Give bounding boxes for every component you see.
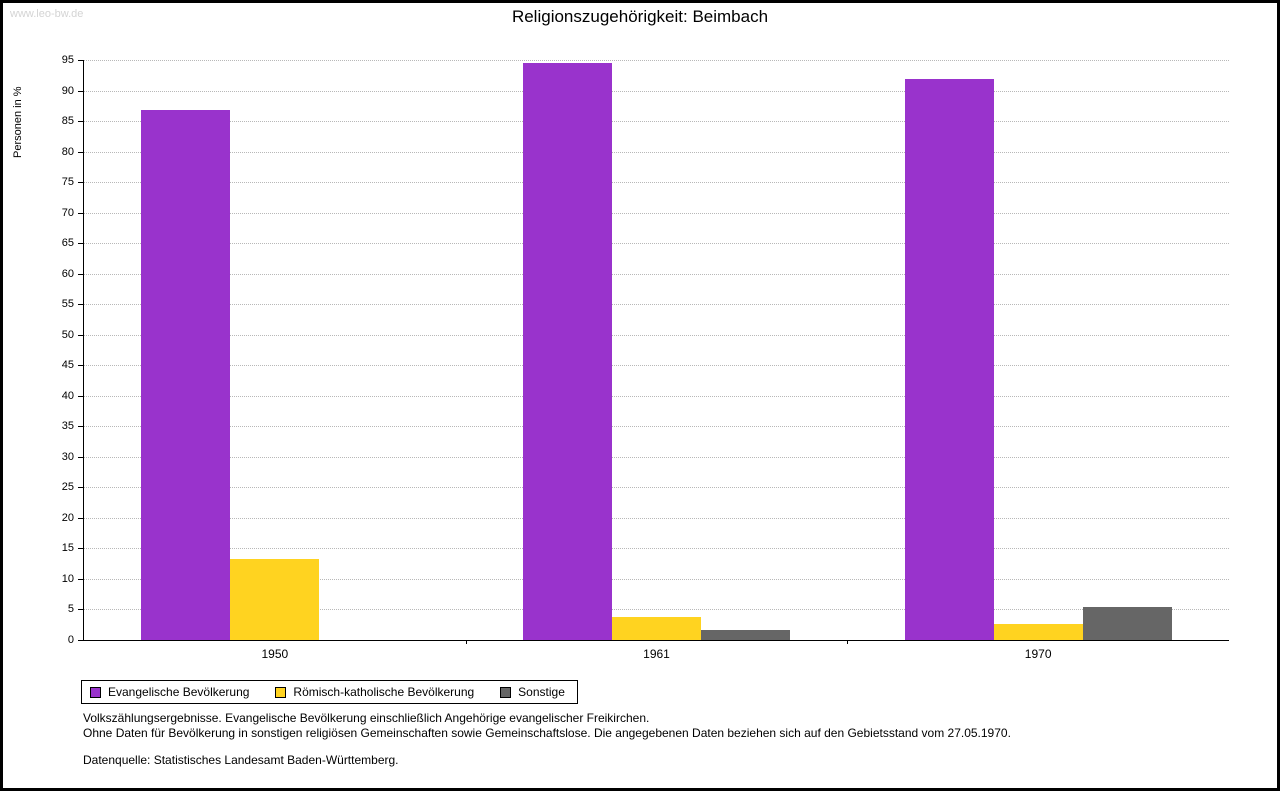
legend-label-1: Römisch-katholische Bevölkerung bbox=[293, 685, 475, 699]
footnote-line-2: Ohne Daten für Bevölkerung in sonstigen … bbox=[83, 726, 1011, 740]
legend: Evangelische Bevölkerung Römisch-katholis… bbox=[81, 680, 578, 704]
y-tick-label: 30 bbox=[61, 450, 74, 463]
y-tick-label: 95 bbox=[61, 54, 74, 66]
gridline bbox=[84, 121, 1229, 123]
bar-1950-series-1 bbox=[230, 559, 320, 640]
y-tick-label: 10 bbox=[61, 572, 74, 585]
legend-swatch-2 bbox=[500, 686, 512, 698]
gridline bbox=[84, 334, 1229, 336]
legend-swatch-0 bbox=[90, 686, 101, 698]
y-axis-tick bbox=[78, 212, 84, 214]
gridline bbox=[84, 395, 1229, 397]
y-tick-label: 35 bbox=[61, 420, 74, 433]
y-tick-label: 15 bbox=[61, 542, 74, 555]
bar-1970-series-2 bbox=[1082, 607, 1172, 640]
plot-area: 0 5 10 15 20 25 30 35 40 45 50 55 60 65 70 75 80 85 90 95 19… bbox=[62, 54, 1229, 661]
x-axis-tick bbox=[465, 640, 467, 644]
gridline bbox=[84, 182, 1229, 184]
legend-item-1: Römisch-katholische Bevölkerung bbox=[275, 685, 474, 699]
y-tick-label: 45 bbox=[61, 359, 74, 372]
gridline bbox=[84, 304, 1229, 306]
y-tick-label: 65 bbox=[61, 237, 74, 250]
gridline bbox=[84, 456, 1229, 458]
gridline bbox=[84, 426, 1229, 428]
bar-1961-series-0 bbox=[523, 63, 612, 640]
y-tick-label: 5 bbox=[67, 603, 74, 616]
y-axis-tick bbox=[78, 517, 84, 519]
gridline bbox=[84, 578, 1229, 580]
gridline bbox=[84, 243, 1229, 245]
x-tick-label: 1970 bbox=[1024, 647, 1052, 661]
watermark: www.leo-bw.de bbox=[10, 8, 84, 20]
y-axis-tick bbox=[78, 395, 84, 397]
y-tick-label: 50 bbox=[61, 328, 74, 341]
bar-1970-series-1 bbox=[993, 623, 1083, 640]
y-axis-tick bbox=[78, 640, 84, 641]
y-tick-label: 25 bbox=[61, 481, 74, 494]
page-title: Religionszugehörigkeit: Beimbach bbox=[511, 7, 769, 26]
y-axis-tick bbox=[78, 487, 84, 489]
y-axis-tick bbox=[78, 273, 84, 275]
y-axis-tick bbox=[78, 365, 84, 367]
y-tick-label: 20 bbox=[61, 511, 74, 524]
y-tick-label: 85 bbox=[61, 115, 74, 128]
y-axis-tick bbox=[78, 456, 84, 458]
y-axis-tick bbox=[78, 304, 84, 306]
x-axis-tick bbox=[847, 640, 849, 644]
gridline bbox=[84, 90, 1229, 92]
y-axis-tick bbox=[78, 426, 84, 428]
y-tick-label: 70 bbox=[61, 206, 74, 219]
legend-item-0: Evangelische Bevölkerung bbox=[90, 685, 249, 699]
y-axis-tick bbox=[78, 243, 84, 245]
y-axis-tick bbox=[78, 548, 84, 550]
y-axis-tick bbox=[78, 60, 84, 61]
legend-label-2: Sonstige bbox=[518, 685, 565, 699]
y-tick-label: 60 bbox=[61, 267, 74, 280]
y-axis-tick bbox=[78, 121, 84, 123]
gridline bbox=[84, 365, 1229, 367]
y-tick-label: 80 bbox=[61, 145, 74, 158]
gridline bbox=[84, 548, 1229, 550]
y-axis-tick bbox=[78, 182, 84, 184]
y-axis-tick bbox=[78, 334, 84, 336]
y-axis-tick bbox=[78, 609, 84, 611]
legend-swatch-1 bbox=[275, 686, 287, 698]
gridline bbox=[84, 151, 1229, 153]
gridline bbox=[84, 60, 1229, 61]
gridline bbox=[84, 517, 1229, 519]
bar-1970-series-0 bbox=[904, 78, 994, 640]
bar-1961-series-1 bbox=[612, 616, 701, 640]
y-axis-tick bbox=[78, 90, 84, 92]
bar-1950-series-0 bbox=[141, 110, 231, 640]
footnote-line-1: Volkszählungsergebnisse. Evangelische Be… bbox=[83, 711, 650, 725]
y-axis-tick bbox=[78, 578, 84, 580]
footnote-line-3: Datenquelle: Statistisches Landesamt Bad… bbox=[83, 753, 399, 767]
y-tick-label: 0 bbox=[67, 634, 74, 646]
x-tick-label: 1950 bbox=[261, 647, 289, 661]
gridline bbox=[84, 273, 1229, 275]
bar-1961-series-2 bbox=[701, 629, 790, 640]
y-axis-label: Personen in % bbox=[12, 86, 24, 158]
y-tick-label: 75 bbox=[61, 176, 74, 189]
footnotes: Volkszählungsergebnisse. Evangelische Be… bbox=[83, 711, 1011, 768]
y-tick-label: 90 bbox=[61, 84, 74, 97]
legend-label-0: Evangelische Bevölkerung bbox=[108, 685, 250, 699]
gridline bbox=[84, 212, 1229, 214]
x-tick-label: 1961 bbox=[643, 647, 670, 661]
legend-item-2: Sonstige bbox=[500, 685, 565, 699]
y-axis-tick bbox=[78, 151, 84, 153]
gridline bbox=[84, 487, 1229, 489]
gridline bbox=[84, 609, 1229, 611]
y-tick-label: 55 bbox=[61, 298, 74, 311]
y-tick-label: 40 bbox=[61, 389, 74, 402]
